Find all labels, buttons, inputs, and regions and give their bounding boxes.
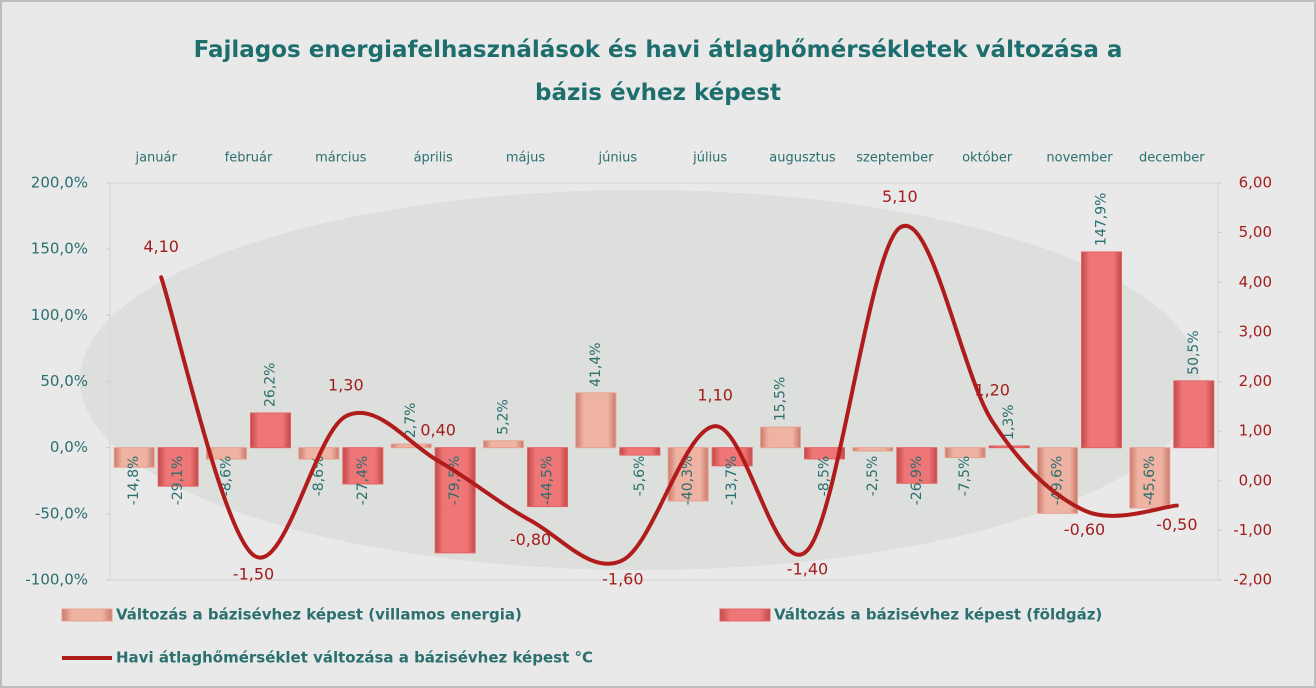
data-label: -29,1%: [170, 456, 186, 506]
data-label: 15,5%: [773, 377, 789, 421]
legend-swatch: [719, 608, 771, 622]
y-tick-label: -100,0%: [25, 571, 88, 589]
data-label: -14,8%: [126, 456, 142, 506]
y2-tick-label: 4,00: [1239, 273, 1272, 291]
bar: [206, 447, 247, 460]
y-tick-label: -50,0%: [35, 504, 88, 522]
data-label: -40,3%: [680, 456, 696, 506]
bar: [250, 412, 291, 449]
bar: [804, 447, 845, 460]
x-tick-label: július: [692, 151, 727, 166]
bar: [575, 392, 617, 449]
x-tick-label: január: [134, 151, 177, 166]
bar: [944, 447, 986, 459]
data-label: 147,9%: [1094, 193, 1110, 246]
data-label: -0,80: [510, 530, 551, 549]
x-tick-label: december: [1139, 151, 1205, 166]
x-tick-label: szeptember: [856, 151, 934, 166]
bar: [1081, 251, 1122, 449]
data-label: -26,9%: [909, 456, 925, 506]
bar: [483, 440, 524, 449]
y2-tick-label: 1,00: [1239, 422, 1272, 440]
legend-swatch: [61, 608, 113, 622]
data-label: -8,6%: [311, 456, 327, 497]
data-label: 41,4%: [588, 342, 604, 386]
data-label: -5,6%: [632, 456, 648, 497]
bar: [852, 447, 894, 452]
data-label: 2,7%: [403, 403, 419, 439]
y2-tick-label: 6,00: [1239, 174, 1272, 192]
bar: [390, 443, 432, 449]
x-tick-label: február: [225, 151, 273, 166]
data-label: -2,5%: [865, 456, 881, 497]
data-label: -79,5%: [447, 456, 463, 506]
y2-tick-label: 5,00: [1239, 223, 1272, 241]
bar: [113, 447, 155, 468]
x-tick-label: április: [414, 151, 453, 166]
data-label: -8,5%: [817, 456, 833, 497]
chart-title: Fajlagos energiafelhasználások és havi á…: [194, 37, 1123, 106]
watermark: [80, 190, 1200, 570]
x-tick-label: június: [597, 151, 637, 166]
y-tick-label: 150,0%: [31, 240, 88, 258]
data-label: -1,40: [787, 560, 828, 579]
x-tick-label: augusztus: [769, 151, 836, 166]
bar: [619, 447, 661, 456]
x-tick-label: május: [506, 151, 545, 166]
data-label: 50,5%: [1186, 330, 1202, 374]
y2-tick-label: 0,00: [1239, 471, 1272, 489]
bar: [1173, 380, 1215, 449]
data-label: 5,10: [882, 187, 918, 206]
legend-label: Változás a bázisévhez képest (földgáz): [774, 606, 1102, 624]
bar: [342, 447, 384, 485]
line: [159, 223, 1179, 566]
legend-label: Változás a bázisévhez képest (villamos e…: [116, 606, 522, 624]
data-label: 26,2%: [263, 363, 279, 407]
x-tick-label: március: [315, 151, 367, 166]
y2-tick-label: 2,00: [1239, 372, 1272, 390]
bar: [1129, 447, 1171, 509]
data-label: -27,4%: [355, 456, 371, 506]
data-label: 4,10: [143, 237, 179, 256]
data-label: 1,10: [697, 386, 733, 405]
data-label: 5,2%: [496, 399, 512, 435]
data-label: 1,20: [974, 381, 1010, 400]
data-label: -8,6%: [219, 456, 235, 497]
data-label: -45,6%: [1142, 456, 1158, 506]
data-label: 0,40: [420, 420, 456, 439]
y2-tick-label: 3,00: [1239, 322, 1272, 340]
y-tick-label: 0,0%: [50, 438, 88, 456]
data-label: -1,60: [602, 570, 643, 589]
bar: [760, 426, 801, 449]
data-label: 1,3%: [1001, 404, 1017, 440]
x-tick-label: november: [1046, 151, 1113, 166]
y-tick-label: 50,0%: [40, 372, 88, 390]
data-label: -44,5%: [540, 456, 556, 506]
y-tick-label: 200,0%: [31, 174, 88, 192]
bar: [527, 447, 568, 508]
data-label: 1,30: [328, 376, 364, 395]
data-label: -0,60: [1064, 520, 1105, 539]
data-label: -1,50: [233, 565, 274, 584]
legend-label: Havi átlaghőmérséklet változása a bázisé…: [116, 649, 593, 667]
data-label: -7,5%: [957, 456, 973, 497]
data-label: -0,50: [1156, 515, 1197, 534]
y2-tick-label: -1,00: [1233, 521, 1272, 539]
x-tick-label: október: [962, 151, 1013, 166]
bar: [896, 447, 938, 484]
y-tick-label: 100,0%: [31, 306, 88, 324]
bar: [157, 447, 199, 487]
y2-tick-label: -2,00: [1233, 571, 1272, 589]
data-label: -13,7%: [724, 456, 740, 506]
